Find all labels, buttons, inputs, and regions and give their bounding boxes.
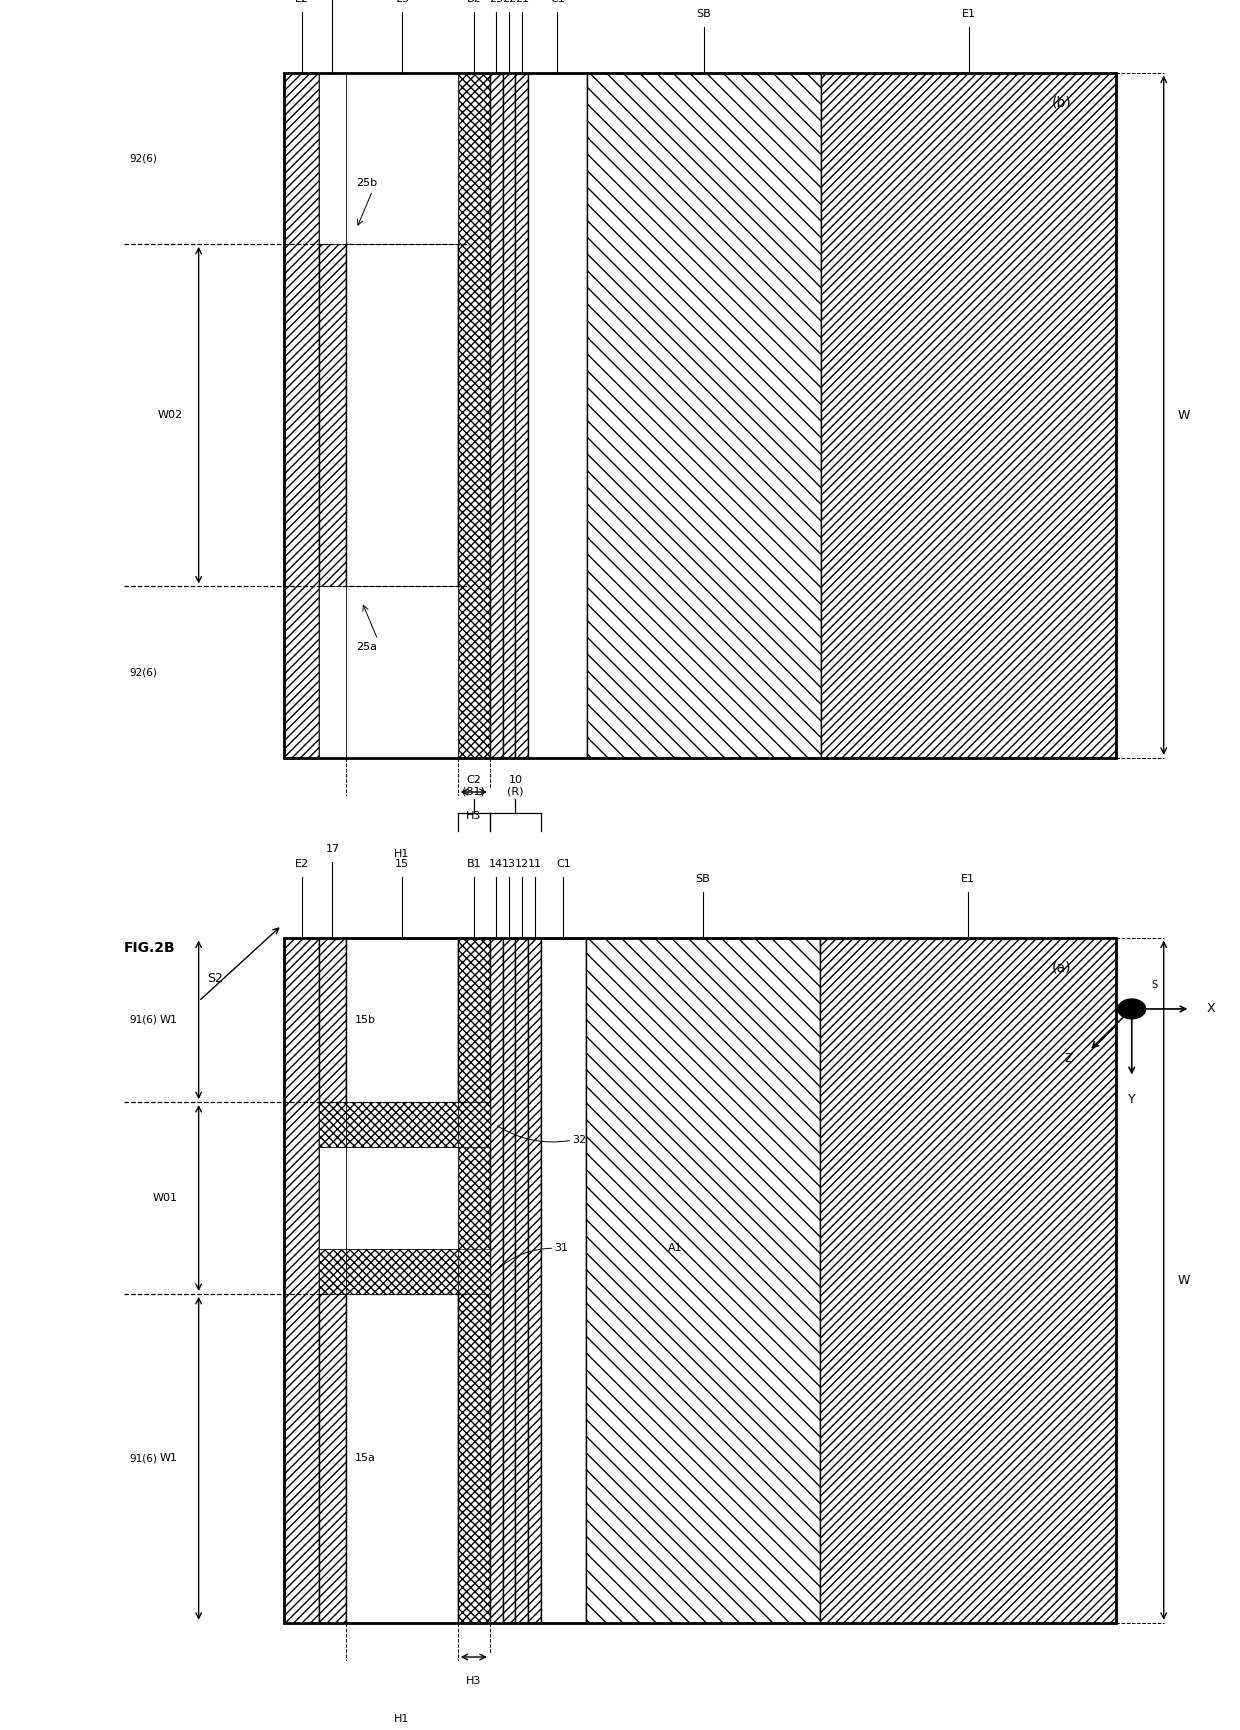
Circle shape [1118, 998, 1146, 1019]
Bar [346, 73, 458, 244]
Text: FIG.2B: FIG.2B [124, 941, 176, 955]
Text: 31: 31 [554, 1244, 568, 1253]
Bar [458, 1249, 490, 1294]
Text: 91(6): 91(6) [129, 1016, 157, 1024]
Text: Z: Z [1065, 1052, 1073, 1066]
Text: 92(6): 92(6) [129, 668, 157, 676]
Bar [284, 73, 1116, 758]
Text: SB: SB [696, 874, 711, 884]
Bar [528, 938, 541, 1623]
Bar [284, 938, 319, 1623]
Text: 22: 22 [502, 0, 516, 3]
Bar [490, 73, 502, 758]
Text: H3: H3 [466, 1676, 481, 1687]
Text: W: W [1178, 1273, 1190, 1287]
Bar [284, 938, 1116, 1623]
Bar [346, 1249, 458, 1294]
Bar [458, 938, 490, 1623]
Bar [319, 1102, 346, 1147]
Text: X: X [1207, 1002, 1215, 1016]
Text: E2: E2 [294, 0, 309, 3]
Text: B2: B2 [466, 0, 481, 3]
Bar [458, 1102, 490, 1147]
Bar [516, 938, 528, 1623]
Bar [585, 938, 821, 1623]
Text: 12: 12 [515, 860, 528, 868]
Text: 15: 15 [394, 860, 409, 868]
Text: W01: W01 [153, 1194, 177, 1202]
Bar [821, 938, 1116, 1623]
Text: (b): (b) [1052, 95, 1071, 109]
Text: W: W [1178, 408, 1190, 422]
Text: 91(6): 91(6) [129, 1453, 157, 1464]
Text: 17: 17 [325, 844, 340, 855]
Bar [346, 73, 458, 758]
Bar [319, 586, 346, 758]
Bar [346, 1147, 458, 1249]
Text: 15b: 15b [355, 1016, 376, 1024]
Text: E2: E2 [294, 860, 309, 868]
Text: C1: C1 [556, 860, 570, 868]
Text: B1: B1 [466, 860, 481, 868]
Text: 13: 13 [502, 860, 516, 868]
Bar [319, 73, 346, 758]
Text: 21: 21 [515, 0, 528, 3]
Text: W02: W02 [157, 410, 182, 420]
Text: 10
(R): 10 (R) [507, 775, 523, 798]
Bar [821, 73, 1116, 758]
Text: SB: SB [697, 9, 712, 19]
Text: 23: 23 [489, 0, 503, 3]
Text: H1: H1 [394, 849, 409, 860]
Text: E1: E1 [961, 9, 976, 19]
Bar [490, 938, 502, 1623]
Text: A1: A1 [668, 1244, 682, 1253]
Bar [346, 1102, 458, 1147]
Text: 15a: 15a [355, 1453, 376, 1464]
Bar [541, 938, 585, 1623]
Bar [284, 73, 319, 758]
Text: 25b: 25b [356, 178, 378, 189]
Bar [587, 73, 821, 758]
Bar [458, 73, 490, 758]
Bar [319, 938, 346, 1623]
Bar [502, 73, 516, 758]
Text: (a): (a) [1052, 960, 1071, 974]
Text: W1: W1 [159, 1453, 177, 1464]
Text: 92(6): 92(6) [129, 154, 157, 163]
Text: S: S [1151, 979, 1157, 990]
Text: S2: S2 [207, 972, 223, 984]
Bar [319, 1147, 346, 1249]
Text: C2
(81): C2 (81) [463, 775, 485, 798]
Bar [346, 938, 458, 1623]
Text: C1: C1 [551, 0, 565, 3]
Bar [319, 73, 346, 244]
Bar [528, 73, 587, 758]
Text: 11: 11 [527, 860, 542, 868]
Text: H3: H3 [466, 811, 481, 822]
Text: 14: 14 [489, 860, 503, 868]
Bar [346, 586, 458, 758]
Text: 32: 32 [573, 1135, 587, 1145]
Bar [516, 73, 528, 758]
Text: Y: Y [1128, 1093, 1136, 1105]
Text: 25a: 25a [356, 642, 377, 652]
Text: E1: E1 [961, 874, 975, 884]
Text: 25: 25 [394, 0, 409, 3]
Text: H1: H1 [394, 1714, 409, 1725]
Bar [502, 938, 516, 1623]
Text: W1: W1 [159, 1016, 177, 1024]
Bar [319, 1249, 346, 1294]
